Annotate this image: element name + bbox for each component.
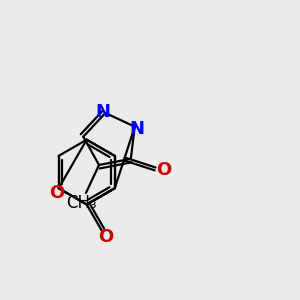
Text: CH₃: CH₃ (66, 194, 97, 212)
Text: N: N (96, 103, 111, 121)
Text: N: N (130, 120, 145, 138)
Text: O: O (156, 161, 171, 179)
Text: O: O (50, 184, 65, 202)
Text: O: O (98, 228, 113, 246)
